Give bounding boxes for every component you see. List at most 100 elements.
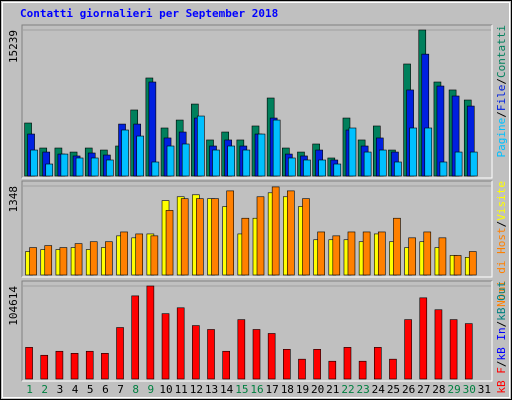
x-tick-label: 29	[447, 383, 460, 396]
bar	[378, 149, 387, 177]
bar	[363, 151, 372, 177]
bar	[454, 151, 463, 177]
bar	[45, 163, 54, 177]
legend-entry: kB Out	[495, 281, 508, 321]
bar	[256, 196, 265, 276]
x-tick-label: 12	[190, 383, 203, 396]
x-tick-label: 30	[463, 383, 476, 396]
x-tick-label: 17	[266, 383, 279, 396]
panel-shadow	[21, 24, 492, 178]
x-tick-label: 26	[402, 383, 415, 396]
bar	[207, 329, 215, 380]
legend-entry: Contatti	[495, 25, 508, 78]
x-tick-label: 21	[326, 383, 339, 396]
bar	[464, 323, 473, 380]
bar	[150, 235, 159, 276]
bar	[287, 190, 295, 276]
legend: kB F/kB In/kB Out	[495, 281, 508, 394]
panel-light	[22, 181, 493, 278]
bar	[106, 159, 114, 177]
legend-entry: Visite	[495, 181, 508, 221]
bar	[362, 231, 371, 276]
panel-light	[22, 281, 493, 382]
bar	[90, 157, 99, 177]
bar	[60, 153, 69, 177]
bar	[328, 360, 337, 380]
bar	[303, 159, 311, 177]
bar	[151, 161, 160, 177]
bar	[165, 210, 174, 276]
bar	[438, 237, 447, 276]
bar	[25, 347, 33, 380]
x-tick-label: 31	[478, 383, 491, 396]
legend: Nomi di Host/Visite	[495, 181, 508, 307]
bar	[212, 149, 220, 177]
x-tick-label: 8	[132, 383, 139, 396]
x-tick-label: 9	[148, 383, 155, 396]
bar	[176, 307, 185, 380]
bar	[237, 319, 246, 380]
bar	[288, 157, 296, 177]
bar	[75, 157, 84, 177]
x-tick-label: 2	[41, 383, 48, 396]
legend: Pagine/File/Contatti	[495, 25, 508, 157]
bar	[44, 245, 53, 276]
bar	[347, 231, 356, 276]
bar	[85, 350, 94, 380]
bar	[419, 297, 428, 380]
x-tick-label: 3	[57, 383, 64, 396]
bar	[394, 161, 402, 177]
y-tick-label: 104614	[7, 286, 20, 326]
bar	[348, 127, 357, 177]
bar	[74, 243, 83, 276]
bar	[404, 319, 412, 380]
x-tick-label: 10	[159, 383, 172, 396]
legend-entry: Nomi di Host	[495, 227, 508, 306]
legend-entry: kB In	[495, 327, 508, 360]
x-tick-label: 25	[387, 383, 400, 396]
bar	[317, 231, 325, 276]
x-tick-label: 7	[117, 383, 124, 396]
legend-entry: File	[495, 85, 508, 112]
x-tick-label: 15	[235, 383, 248, 396]
x-tick-label: 11	[175, 383, 188, 396]
bar	[222, 350, 230, 380]
bar	[227, 145, 235, 177]
bar	[70, 353, 79, 380]
bar	[271, 186, 280, 276]
bar	[298, 358, 306, 380]
bar	[358, 360, 367, 380]
y-tick-label: 1348	[7, 186, 20, 213]
legend-separator: /	[495, 321, 508, 328]
bar	[121, 129, 129, 177]
chart-title: Contatti giornalieri per September 2018	[20, 7, 278, 20]
bar	[55, 350, 64, 380]
bar	[267, 333, 276, 380]
bar	[136, 135, 145, 177]
bar	[101, 353, 109, 380]
bar	[272, 119, 281, 177]
y-tick-label: 15239	[7, 30, 20, 63]
bar	[252, 329, 261, 380]
bar	[146, 285, 155, 380]
bar	[180, 198, 189, 276]
x-tick-label: 20	[311, 383, 324, 396]
bar	[408, 237, 416, 276]
bar	[192, 325, 200, 380]
x-tick-label: 18	[281, 383, 294, 396]
legend-separator: /	[495, 221, 508, 228]
x-tick-label: 16	[250, 383, 263, 396]
x-tick-label: 13	[205, 383, 218, 396]
bar	[89, 241, 98, 276]
x-tick-label: 1	[26, 383, 33, 396]
bar	[469, 151, 478, 177]
panel-shadow	[21, 280, 492, 381]
x-tick-label: 28	[432, 383, 445, 396]
bar	[161, 313, 170, 380]
bar	[434, 309, 443, 380]
bar	[40, 354, 49, 380]
bar	[318, 159, 326, 177]
x-tick-label: 4	[72, 383, 79, 396]
